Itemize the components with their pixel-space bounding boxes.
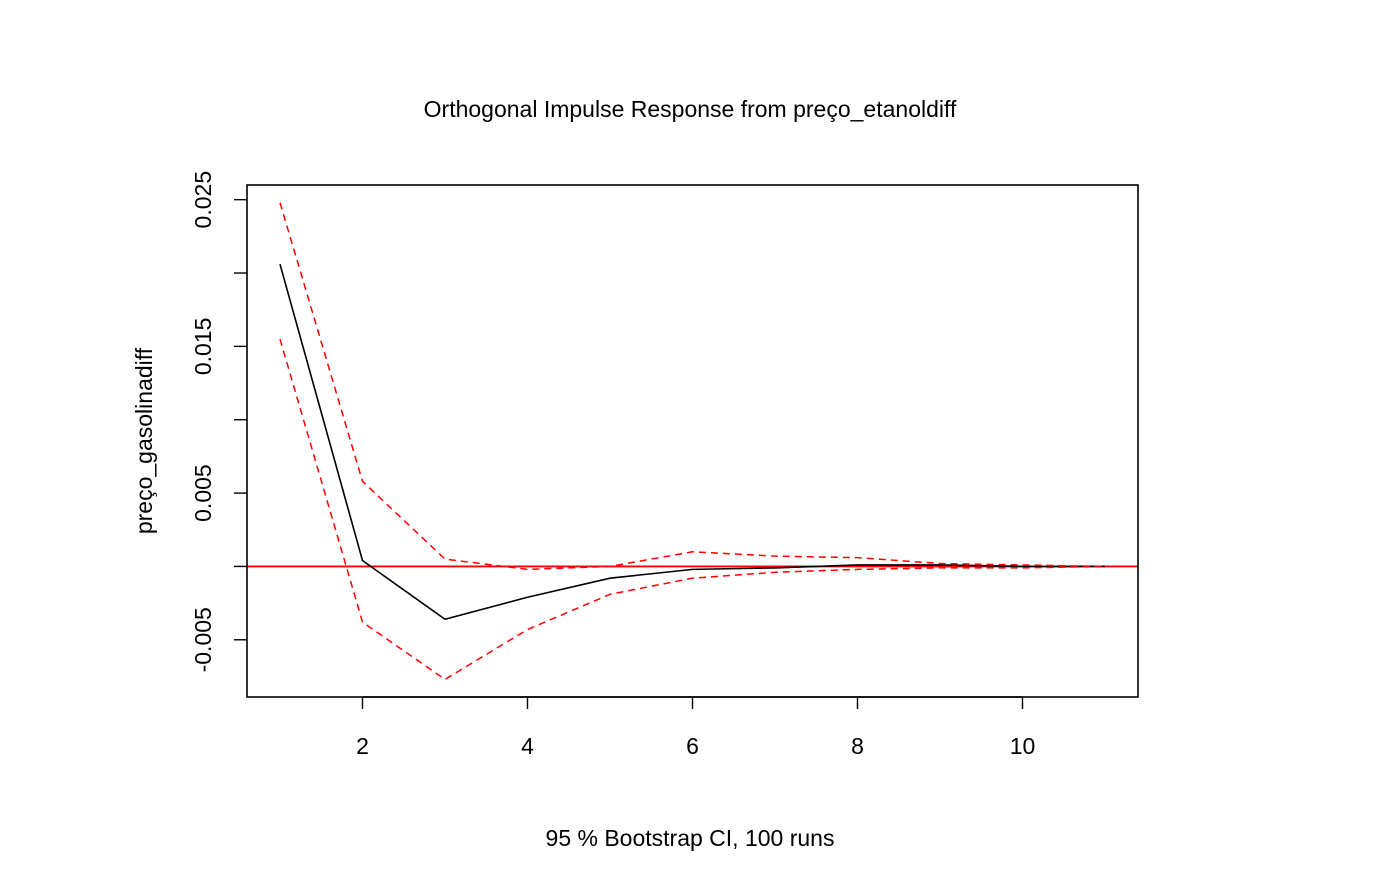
x-tick-label: 10 [1010,733,1036,759]
y-tick-label: 0.005 [190,464,216,522]
x-tick-label: 4 [521,733,534,759]
x-axis: 2 4 6 8 10 [356,696,1036,759]
x-axis-label: 95 % Bootstrap CI, 100 runs [546,825,835,851]
x-tick-label: 2 [356,733,369,759]
y-tick-label: -0.005 [190,607,216,672]
y-axis-label: preço_gasolinadiff [131,347,157,534]
y-tick-label: 0.025 [190,171,216,229]
irf-series-line [279,264,1105,621]
upper-ci-series-line [279,202,1106,571]
y-tick-label: 0.015 [190,318,216,376]
x-tick-label: 6 [686,733,699,759]
plot-frame [246,184,1139,698]
x-tick-label: 8 [851,733,864,759]
chart-title: Orthogonal Impulse Response from preço_e… [424,96,957,122]
plot-area [247,202,1138,681]
lower-ci-series-line [279,338,1106,681]
y-axis: -0.005 0.005 0.015 0.025 [190,171,247,672]
